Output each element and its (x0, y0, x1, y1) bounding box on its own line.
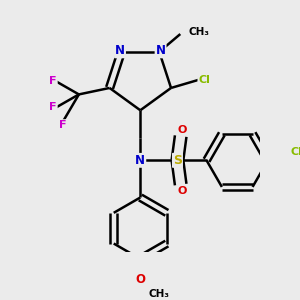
Text: F: F (59, 120, 67, 130)
Text: F: F (49, 102, 57, 112)
Text: S: S (173, 154, 182, 167)
Text: Cl: Cl (198, 75, 210, 85)
Text: F: F (49, 76, 57, 86)
Text: Cl: Cl (290, 147, 300, 157)
Text: N: N (135, 154, 145, 167)
Text: CH₃: CH₃ (148, 289, 170, 299)
Text: O: O (178, 125, 187, 135)
Text: N: N (115, 44, 125, 57)
Text: O: O (178, 186, 187, 196)
Text: CH₃: CH₃ (188, 27, 209, 38)
Text: O: O (135, 273, 145, 286)
Text: N: N (156, 44, 166, 57)
